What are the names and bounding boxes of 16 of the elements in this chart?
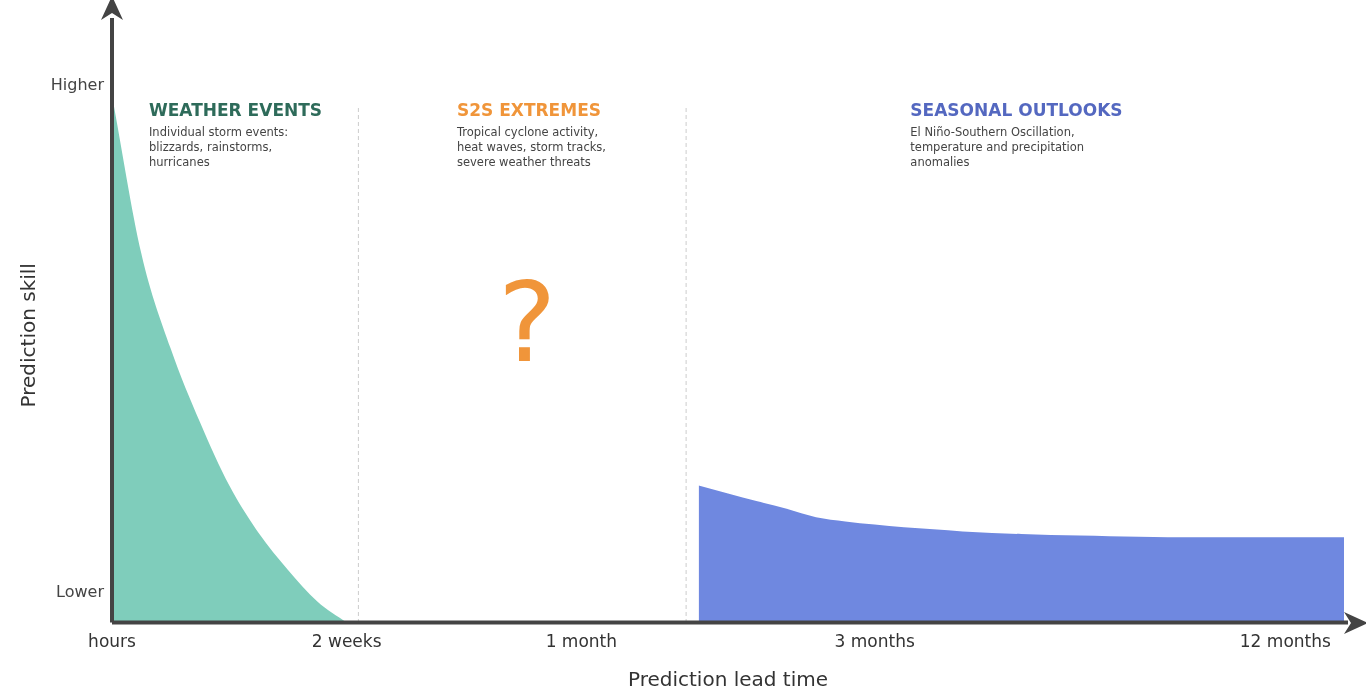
text: Higher	[50, 74, 105, 94]
x-tick-label: 3 months	[834, 631, 915, 652]
annotation: El Niño-Southern Oscillation, temperature and precipitation anomalies	[910, 124, 1085, 169]
x-tick-label: 12 months	[1239, 631, 1332, 652]
annotation: SEASONAL OUTLOOKS	[910, 100, 1123, 121]
annotation: Individual storm events: blizzards, rainstorms, hurricanes	[148, 124, 289, 169]
x-axis-title: Prediction lead time	[627, 667, 829, 692]
text: Lower	[56, 581, 105, 601]
x-tick-label: 2 weeks	[311, 631, 382, 652]
annotation: ?	[497, 259, 557, 388]
x-tick-label: 1 month	[545, 631, 618, 652]
annotation: Tropical cyclone activity, heat waves, storm tracks, severe weather threats	[455, 124, 607, 169]
annotation: WEATHER EVENTS	[148, 100, 323, 121]
x-tick-label: hours	[88, 631, 137, 652]
annotation: S2S EXTREMES	[456, 100, 601, 121]
y-axis-title: Prediction skill	[16, 263, 41, 408]
